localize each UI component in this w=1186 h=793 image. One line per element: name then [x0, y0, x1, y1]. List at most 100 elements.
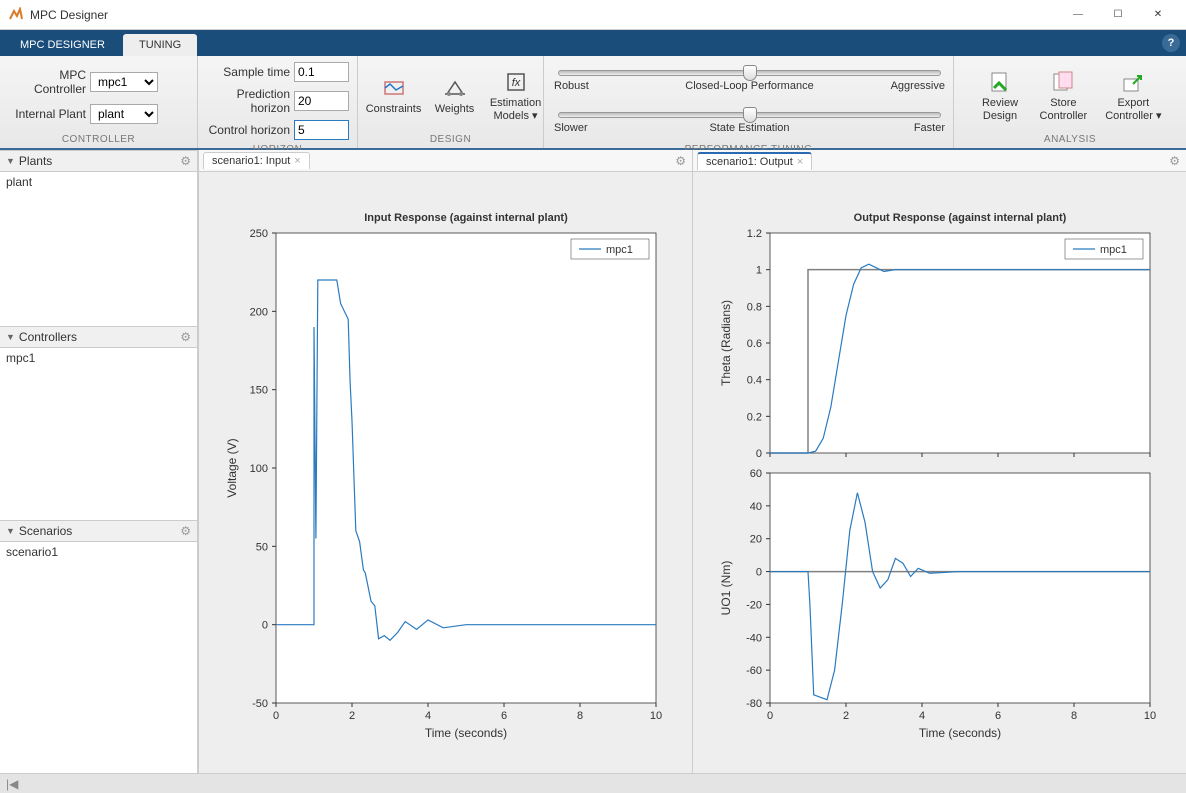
controllers-item[interactable]: mpc1 [6, 351, 191, 365]
svg-text:Theta (Radians): Theta (Radians) [719, 299, 733, 385]
plants-panel-header[interactable]: ▼Plants⚙ [0, 150, 197, 172]
svg-text:60: 60 [749, 468, 761, 480]
section-label-design: DESIGN [366, 132, 535, 148]
svg-text:0.6: 0.6 [746, 338, 761, 350]
close-button[interactable]: ✕ [1138, 1, 1178, 29]
svg-text:250: 250 [249, 228, 267, 240]
scenarios-item[interactable]: scenario1 [6, 545, 191, 559]
svg-text:1.2: 1.2 [746, 228, 761, 240]
svg-text:0: 0 [755, 566, 761, 578]
close-icon[interactable]: × [294, 155, 300, 167]
maximize-button[interactable]: ☐ [1098, 1, 1138, 29]
svg-text:6: 6 [994, 710, 1000, 722]
controllers-panel-header[interactable]: ▼Controllers⚙ [0, 326, 197, 348]
svg-text:-80: -80 [746, 698, 762, 710]
export-icon [1121, 70, 1145, 94]
mpc-controller-select[interactable]: mpc1 [90, 72, 158, 92]
svg-text:6: 6 [500, 710, 506, 722]
internal-plant-label: Internal Plant [8, 107, 86, 121]
weights-icon [443, 76, 467, 100]
svg-text:0.2: 0.2 [746, 411, 761, 423]
svg-text:150: 150 [249, 384, 267, 396]
section-label-analysis: ANALYSIS [962, 132, 1178, 148]
gear-icon[interactable]: ⚙ [675, 154, 686, 168]
svg-text:mpc1: mpc1 [1100, 244, 1127, 256]
input-plot-column: scenario1: Input× ⚙ 0246810-500501001502… [198, 150, 692, 773]
review-design-button[interactable]: Review Design [973, 61, 1028, 131]
estimation-models-icon: fx [504, 70, 528, 94]
state-estimation-slider[interactable]: Slower State Estimation Faster [554, 106, 945, 142]
svg-text:2: 2 [842, 710, 848, 722]
svg-text:8: 8 [1070, 710, 1076, 722]
store-controller-button[interactable]: Store Controller [1034, 61, 1094, 131]
svg-text:4: 4 [424, 710, 430, 722]
close-icon[interactable]: × [797, 156, 803, 168]
prediction-horizon-label: Prediction horizon [206, 87, 290, 115]
svg-text:-60: -60 [746, 665, 762, 677]
output-plot-column: scenario1: Output× ⚙ 0 0.2 0.4 0.6 0.8 1 1.2 Th… [692, 150, 1186, 773]
svg-text:Voltage (V): Voltage (V) [225, 438, 239, 497]
plants-item[interactable]: plant [6, 175, 191, 189]
store-icon [1051, 70, 1075, 94]
output-plot-tab[interactable]: scenario1: Output× [697, 152, 812, 170]
scenarios-panel-header[interactable]: ▼Scenarios⚙ [0, 520, 197, 542]
svg-text:-50: -50 [252, 698, 268, 710]
output-response-chart: 0 0.2 0.4 0.6 0.8 1 1.2 Theta (Radians) Output R… [700, 183, 1180, 763]
gear-icon[interactable]: ⚙ [1169, 154, 1180, 168]
title-bar: MPC Designer — ☐ ✕ [0, 0, 1186, 30]
toolstrip: MPC Controller mpc1 Internal Plant plant… [0, 56, 1186, 150]
svg-text:Output Response (against inter: Output Response (against internal plant) [853, 212, 1066, 224]
svg-text:-40: -40 [746, 632, 762, 644]
constraints-button[interactable]: Constraints [366, 61, 421, 131]
svg-text:2: 2 [348, 710, 354, 722]
sidebar: ▼Plants⚙ plant ▼Controllers⚙ mpc1 ▼Scena… [0, 150, 198, 773]
svg-text:20: 20 [749, 533, 761, 545]
svg-text:50: 50 [255, 541, 267, 553]
svg-text:0: 0 [766, 710, 772, 722]
input-plot-tab[interactable]: scenario1: Input× [203, 152, 310, 169]
svg-text:UO1 (Nm): UO1 (Nm) [719, 560, 733, 615]
svg-text:fx: fx [511, 77, 520, 89]
svg-text:0: 0 [755, 448, 761, 460]
svg-text:8: 8 [576, 710, 582, 722]
gear-icon[interactable]: ⚙ [180, 524, 191, 538]
svg-text:-20: -20 [746, 599, 762, 611]
svg-text:0.4: 0.4 [746, 374, 761, 386]
sample-time-label: Sample time [206, 65, 290, 79]
window-title: MPC Designer [30, 8, 1058, 22]
section-label-controller: CONTROLLER [8, 132, 189, 148]
export-controller-button[interactable]: Export Controller ▾ [1099, 61, 1167, 131]
tab-mpc-designer[interactable]: MPC DESIGNER [4, 34, 121, 56]
sample-time-input[interactable] [294, 62, 349, 82]
input-response-chart: 0246810-50050100150200250Time (seconds)V… [206, 183, 686, 763]
weights-button[interactable]: Weights [427, 61, 482, 131]
gear-icon[interactable]: ⚙ [180, 330, 191, 344]
statusbar-arrow-icon[interactable]: |◀ [6, 777, 18, 791]
status-bar: |◀ [0, 773, 1186, 793]
svg-text:mpc1: mpc1 [606, 244, 633, 256]
main-area: ▼Plants⚙ plant ▼Controllers⚙ mpc1 ▼Scena… [0, 150, 1186, 773]
control-horizon-input[interactable] [294, 120, 349, 140]
svg-text:Input Response (against intern: Input Response (against internal plant) [364, 212, 568, 224]
svg-text:10: 10 [1143, 710, 1155, 722]
estimation-models-button[interactable]: fx Estimation Models ▾ [488, 61, 543, 131]
help-button[interactable]: ? [1162, 34, 1180, 52]
svg-text:10: 10 [649, 710, 661, 722]
gear-icon[interactable]: ⚙ [180, 154, 191, 168]
matlab-icon [8, 7, 24, 23]
internal-plant-select[interactable]: plant [90, 104, 158, 124]
review-icon [988, 70, 1012, 94]
ribbon-tabstrip: MPC DESIGNER TUNING ? [0, 30, 1186, 56]
mpc-controller-label: MPC Controller [8, 68, 86, 96]
svg-text:1: 1 [755, 264, 761, 276]
svg-text:0.8: 0.8 [746, 301, 761, 313]
svg-text:200: 200 [249, 306, 267, 318]
minimize-button[interactable]: — [1058, 1, 1098, 29]
svg-text:Time (seconds): Time (seconds) [424, 726, 506, 740]
closed-loop-slider[interactable]: Robust Closed-Loop Performance Aggressiv… [554, 64, 945, 100]
svg-text:Time (seconds): Time (seconds) [918, 726, 1000, 740]
control-horizon-label: Control horizon [206, 123, 290, 137]
prediction-horizon-input[interactable] [294, 91, 349, 111]
tab-tuning[interactable]: TUNING [123, 34, 197, 56]
svg-text:0: 0 [272, 710, 278, 722]
